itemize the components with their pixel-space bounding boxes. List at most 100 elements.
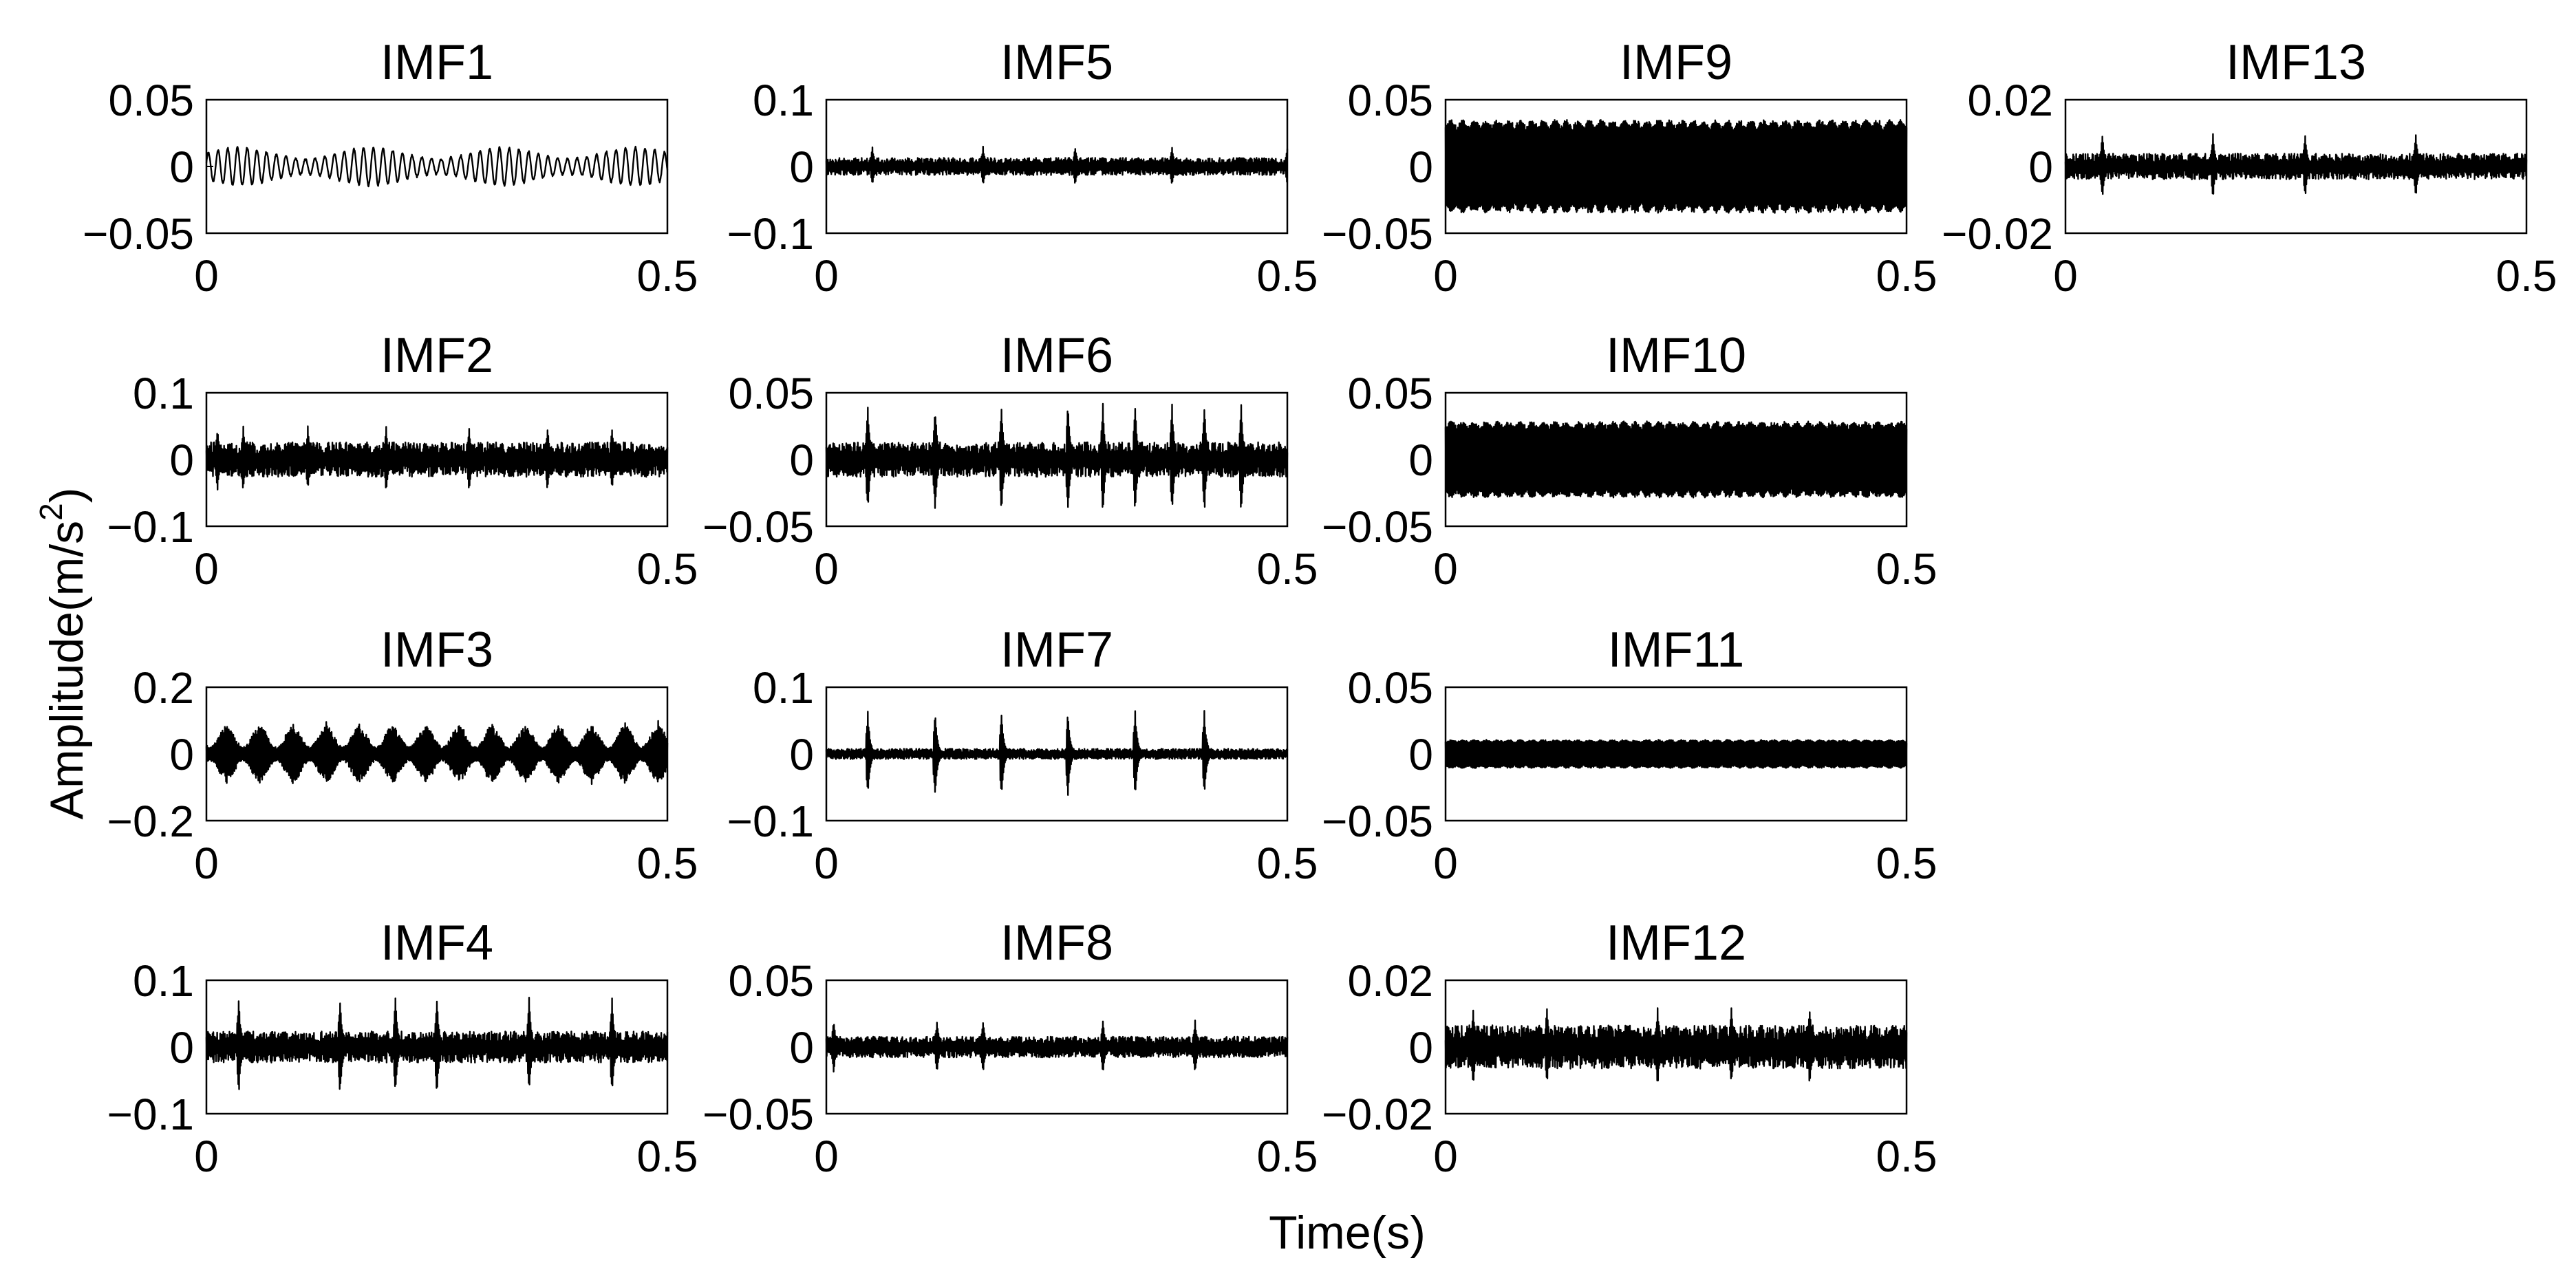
y-tick-label: 0.1 [133, 956, 194, 1006]
y-tick-label: 0 [789, 435, 814, 485]
x-tick-label: 0 [2053, 251, 2078, 301]
y-tick-label: 0.2 [133, 663, 194, 713]
signal-trace-imf10 [1444, 420, 1908, 499]
y-tick-label: −0.02 [1942, 209, 2053, 259]
x-tick-label: 0 [194, 839, 219, 888]
y-axis-label: Amplitude(m/s2) [33, 488, 93, 820]
y-axis-label-superscript: 2 [33, 503, 69, 521]
x-tick-label: 0.5 [637, 839, 698, 888]
subplot-title: IMF4 [380, 916, 493, 971]
x-tick-label: 0 [1433, 544, 1458, 594]
signal-trace-imf4 [205, 997, 669, 1090]
x-tick-label: 0 [194, 544, 219, 594]
x-tick-label: 0 [814, 839, 839, 888]
x-tick-label: 0.5 [1257, 544, 1318, 594]
x-tick-label: 0.5 [1257, 251, 1318, 301]
y-tick-label: 0.05 [1347, 369, 1433, 418]
y-axis-label-close: ) [41, 488, 93, 504]
x-tick-label: 0 [814, 544, 839, 594]
y-tick-label: 0.05 [1347, 76, 1433, 125]
y-tick-label: 0 [1408, 730, 1433, 779]
subplot-title: IMF5 [1000, 35, 1113, 90]
x-tick-label: 0.5 [637, 544, 698, 594]
signal-trace-imf12 [1444, 1007, 1908, 1082]
x-tick-label: 0 [194, 251, 219, 301]
y-tick-label: −0.1 [727, 209, 814, 259]
y-tick-label: −0.05 [1322, 209, 1433, 259]
signal-trace-imf2 [205, 425, 669, 490]
subplot-title: IMF2 [380, 328, 493, 383]
y-tick-label: −0.05 [83, 209, 194, 259]
x-tick-label: 0.5 [637, 1132, 698, 1181]
y-tick-label: 0 [789, 142, 814, 192]
y-tick-label: −0.05 [702, 502, 814, 552]
subplot-title: IMF11 [1608, 623, 1745, 678]
x-tick-label: 0.5 [1876, 544, 1938, 594]
signal-trace-imf8 [825, 1019, 1289, 1073]
y-tick-label: −0.02 [1322, 1090, 1433, 1139]
y-tick-label: −0.1 [107, 1090, 194, 1139]
subplot-title: IMF9 [1620, 35, 1732, 90]
subplot-title: IMF7 [1000, 623, 1113, 678]
subplot-title: IMF6 [1000, 328, 1113, 383]
y-tick-label: −0.2 [107, 797, 194, 846]
signal-trace-imf7 [825, 710, 1289, 796]
y-axis-label-main: Amplitude(m/s [41, 521, 93, 820]
y-tick-label: −0.05 [702, 1090, 814, 1139]
signal-trace-imf11 [1444, 739, 1908, 769]
x-tick-label: 0.5 [1876, 251, 1938, 301]
y-tick-label: 0 [169, 435, 194, 485]
x-axis-label: Time(s) [1269, 1207, 1426, 1259]
x-tick-label: 0 [1433, 1132, 1458, 1181]
x-tick-label: 0 [194, 1132, 219, 1181]
y-tick-label: 0.1 [133, 369, 194, 418]
signal-trace-imf3 [205, 720, 669, 786]
subplot-imf1: IMF10.050−0.050 0.5 [83, 35, 698, 301]
y-tick-label: 0 [1408, 142, 1433, 192]
y-tick-label: −0.05 [1322, 797, 1433, 846]
y-tick-label: 0 [169, 1023, 194, 1072]
subplot-title: IMF8 [1000, 916, 1113, 971]
x-tick-label: 0.5 [1876, 839, 1938, 888]
y-tick-label: 0 [2028, 142, 2053, 192]
x-tick-label: 0 [1433, 839, 1458, 888]
y-tick-label: −0.1 [727, 797, 814, 846]
y-tick-label: 0 [789, 1023, 814, 1072]
y-tick-label: −0.05 [1322, 502, 1433, 552]
y-tick-label: 0.05 [728, 956, 814, 1006]
signal-trace-imf9 [1444, 119, 1908, 214]
signal-trace-imf5 [825, 145, 1289, 184]
subplot-title: IMF3 [380, 623, 493, 678]
signal-trace-imf13 [2064, 133, 2528, 195]
x-tick-label: 0.5 [637, 251, 698, 301]
signal-trace-imf1 [205, 145, 669, 188]
x-tick-label: 0.5 [1876, 1132, 1938, 1181]
y-tick-label: 0.05 [728, 369, 814, 418]
y-tick-label: 0.05 [108, 76, 194, 125]
y-tick-label: 0.02 [1347, 956, 1433, 1006]
y-tick-label: 0.1 [753, 76, 814, 125]
y-tick-label: −0.1 [107, 502, 194, 552]
y-tick-label: 0.02 [1967, 76, 2053, 125]
y-tick-label: 0 [789, 730, 814, 779]
y-tick-label: 0 [1408, 435, 1433, 485]
subplot-title: IMF1 [380, 35, 493, 90]
subplot-title: IMF13 [2226, 35, 2366, 90]
x-tick-label: 0.5 [1257, 839, 1318, 888]
x-tick-label: 0.5 [2496, 251, 2557, 301]
y-tick-label: 0 [1408, 1023, 1433, 1072]
x-tick-label: 0 [814, 251, 839, 301]
subplot-title: IMF10 [1606, 328, 1746, 383]
